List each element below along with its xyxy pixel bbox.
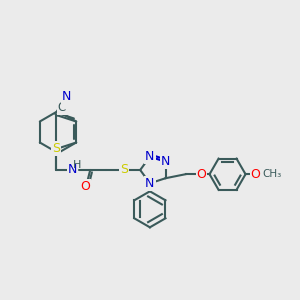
Text: C: C xyxy=(58,101,66,114)
Text: O: O xyxy=(80,181,90,194)
Text: N: N xyxy=(145,177,154,190)
Text: S: S xyxy=(120,164,128,176)
Text: N: N xyxy=(61,90,71,103)
Text: O: O xyxy=(196,168,206,181)
Text: H: H xyxy=(73,160,81,170)
Text: O: O xyxy=(250,168,260,181)
Text: S: S xyxy=(52,142,60,155)
Text: CH₃: CH₃ xyxy=(262,169,282,179)
Text: N: N xyxy=(68,164,77,176)
Text: N: N xyxy=(161,155,170,168)
Text: N: N xyxy=(145,150,154,163)
